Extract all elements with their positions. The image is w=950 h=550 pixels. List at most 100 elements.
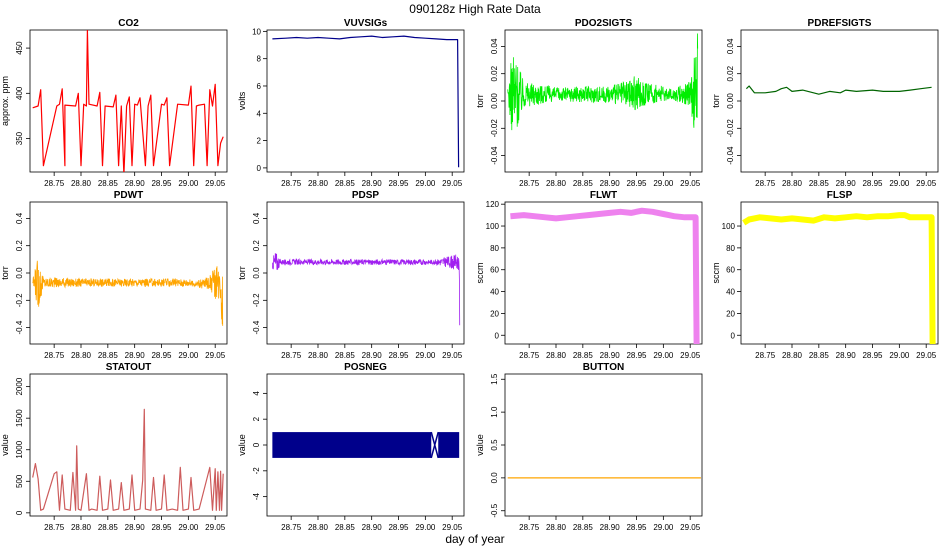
posneg-segment xyxy=(438,432,460,458)
figure-xlabel: day of year xyxy=(445,532,505,546)
x-tick-label: 28.85 xyxy=(335,351,356,360)
x-tick-label: 28.85 xyxy=(98,523,119,532)
y-tick-label: 60 xyxy=(490,266,499,275)
y-tick-label: 6 xyxy=(257,82,262,91)
x-tick-label: 29.00 xyxy=(653,351,674,360)
y-tick-label: -0.04 xyxy=(490,146,499,165)
y-tick-label: 80 xyxy=(726,244,735,253)
series-pdwt xyxy=(32,260,224,326)
panel-flsp: FLSP 28.75 28.80 28.85 28.90 28.95 29.00 29.05 0… xyxy=(711,190,939,360)
series-line-vuvsigs xyxy=(272,35,460,168)
x-tick-label: 29.05 xyxy=(680,179,701,188)
y-tick-label: -0.02 xyxy=(490,119,499,138)
x-tick-label: 29.05 xyxy=(680,523,701,532)
y-tick-label: 450 xyxy=(15,41,24,55)
panel-title-statout: STATOUT xyxy=(106,362,152,373)
y-axis-label: volts xyxy=(237,91,247,110)
y-tick-label: -0.4 xyxy=(15,320,24,334)
x-tick-label: 29.00 xyxy=(415,523,436,532)
x-tick-label: 28.85 xyxy=(573,523,594,532)
panel-title-posneg: POSNEG xyxy=(344,362,387,373)
y-tick-label: 2 xyxy=(252,416,261,421)
x-tick-label: 28.95 xyxy=(626,351,647,360)
panel-title-co2: CO2 xyxy=(118,18,139,29)
y-tick-label: 0 xyxy=(252,442,261,447)
y-tick-label: 0.4 xyxy=(252,212,261,224)
x-tick-label: 29.05 xyxy=(205,351,226,360)
x-tick-label: 28.85 xyxy=(98,179,119,188)
series-flsp xyxy=(742,212,936,344)
y-tick-label: 60 xyxy=(726,266,735,275)
plot-frame xyxy=(740,201,939,345)
y-tick-label: 2000 xyxy=(15,377,24,395)
series-line-pdrefsigts xyxy=(745,85,932,95)
x-tick-label: 28.80 xyxy=(308,351,329,360)
x-tick-label: 28.80 xyxy=(782,351,803,360)
x-tick-label: 28.90 xyxy=(600,523,621,532)
y-axis-label: value xyxy=(0,434,10,456)
y-tick-label: -0.5 xyxy=(490,503,499,517)
x-tick-label: 29.05 xyxy=(916,179,937,188)
x-tick-label: 28.80 xyxy=(71,179,92,188)
y-axis-label: sccm xyxy=(711,263,721,284)
y-tick-label: 1000 xyxy=(15,440,24,458)
panel-title-pdrefsigts: PDREFSIGTS xyxy=(808,18,872,29)
y-tick-label: 0.0 xyxy=(252,267,261,279)
y-tick-label: 0.02 xyxy=(726,65,735,81)
x-tick-label: 28.95 xyxy=(388,351,409,360)
y-tick-label: 0.04 xyxy=(726,38,735,54)
plot-frame xyxy=(29,373,228,517)
x-tick-label: 28.85 xyxy=(98,351,119,360)
y-tick-label: 0.0 xyxy=(490,472,499,484)
y-tick-label: 4 xyxy=(252,391,261,396)
series-line-co2 xyxy=(32,30,224,172)
x-tick-label: 28.95 xyxy=(862,351,883,360)
series-pdo2sigts xyxy=(507,33,699,131)
y-tick-label: 0 xyxy=(495,331,500,340)
x-tick-label: 29.00 xyxy=(889,179,910,188)
y-axis-label: sccm xyxy=(475,263,485,284)
x-tick-label: 28.75 xyxy=(755,179,776,188)
panel-pdsp: PDSP 28.75 28.80 28.85 28.90 28.95 29.00 29.05 -… xyxy=(237,190,465,360)
x-tick-label: 28.90 xyxy=(362,179,383,188)
x-tick-label: 28.95 xyxy=(151,523,172,532)
figure-title: 090128z High Rate Data xyxy=(409,2,541,16)
y-tick-label: 0 xyxy=(731,331,736,340)
panel-button: BUTTON 28.75 28.80 28.85 28.90 28.95 29.00 29.0… xyxy=(475,362,703,532)
series-co2 xyxy=(32,30,224,172)
x-tick-label: 28.90 xyxy=(836,351,857,360)
y-tick-label: 8 xyxy=(257,55,262,64)
x-tick-label: 29.05 xyxy=(916,351,937,360)
y-tick-label: 40 xyxy=(726,288,735,297)
y-axis-label: approx. ppm xyxy=(0,76,10,126)
posneg-transition xyxy=(430,431,439,459)
x-tick-label: 29.00 xyxy=(178,179,199,188)
series-flwt xyxy=(510,207,700,344)
panel-title-button: BUTTON xyxy=(583,362,624,373)
x-tick-label: 28.75 xyxy=(44,523,65,532)
y-axis-label: torr xyxy=(237,266,247,280)
plot-frame xyxy=(740,29,939,173)
y-tick-label: 0.04 xyxy=(490,38,499,54)
x-tick-label: 28.90 xyxy=(600,351,621,360)
y-tick-label: 2 xyxy=(257,137,262,146)
plot-frame xyxy=(266,201,465,345)
x-tick-label: 29.00 xyxy=(178,523,199,532)
y-tick-label: -0.4 xyxy=(252,320,261,334)
series-posneg xyxy=(272,431,460,459)
x-tick-label: 28.95 xyxy=(151,179,172,188)
y-tick-label: 20 xyxy=(490,309,499,318)
x-tick-label: 28.95 xyxy=(388,179,409,188)
series-line-statout xyxy=(32,408,224,511)
x-tick-label: 28.75 xyxy=(281,179,302,188)
y-tick-label: -0.2 xyxy=(15,293,24,307)
series-noise-pdo2sigts xyxy=(507,33,699,131)
series-pdsp xyxy=(272,253,461,326)
y-tick-label: 0.5 xyxy=(490,439,499,451)
x-tick-label: 28.90 xyxy=(125,523,146,532)
y-tick-label: -0.04 xyxy=(726,146,735,165)
y-axis-label: torr xyxy=(711,94,721,108)
y-tick-label: -0.02 xyxy=(726,119,735,138)
plot-frame xyxy=(29,29,228,173)
panel-pdrefsigts: PDREFSIGTS 28.75 28.80 28.85 28.90 28.95 29.00… xyxy=(711,18,939,188)
